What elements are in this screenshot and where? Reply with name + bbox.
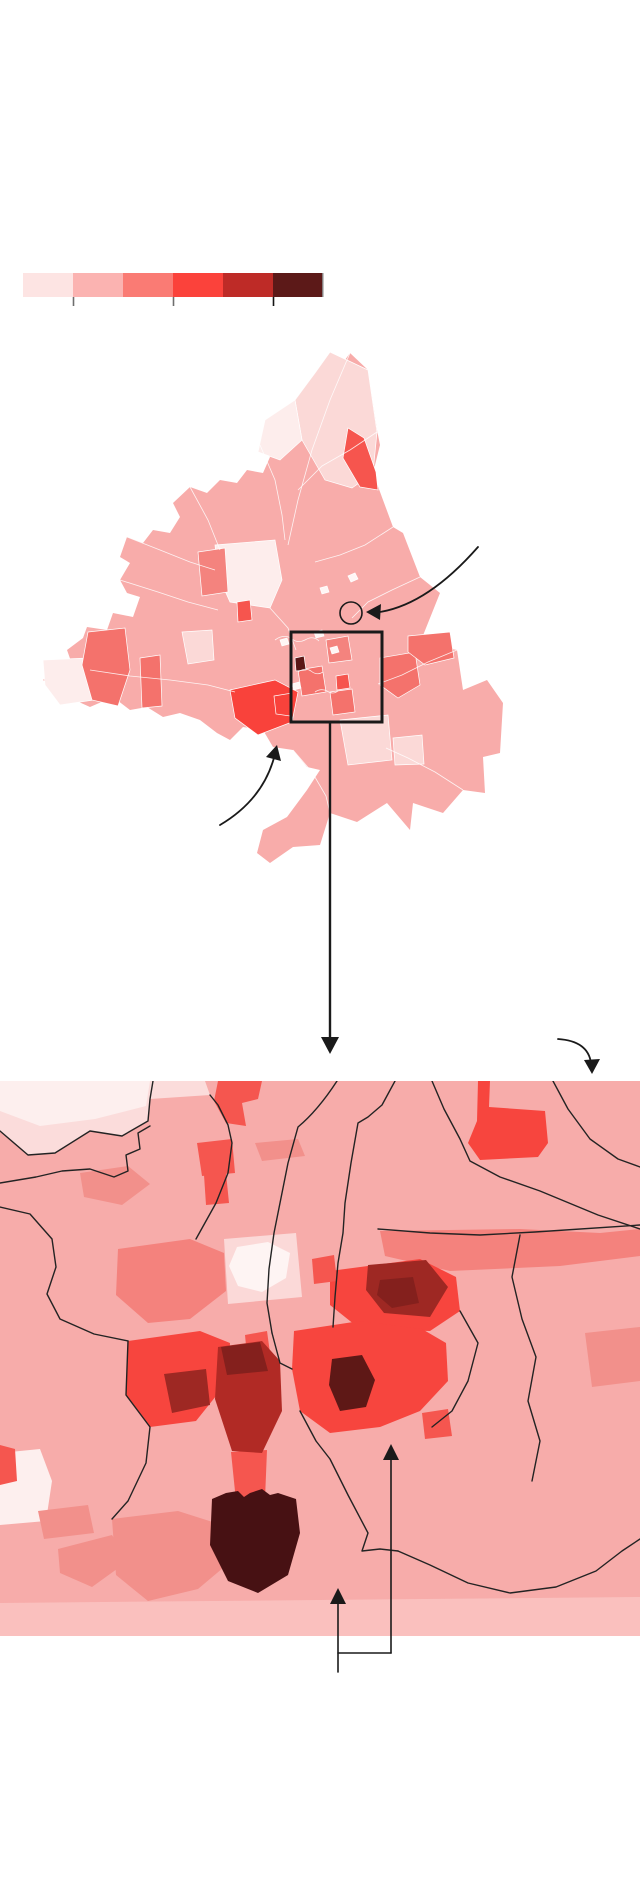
map-patch xyxy=(80,1166,150,1205)
district-boundary xyxy=(0,1206,129,1342)
map-patch xyxy=(380,1229,640,1271)
district-boundary xyxy=(431,1310,479,1428)
map-patch xyxy=(0,1081,150,1126)
map-patch xyxy=(329,1355,375,1411)
detail-darkest-region xyxy=(210,1489,300,1593)
map-patch xyxy=(221,1342,268,1375)
map-patch xyxy=(347,572,359,583)
map-patch xyxy=(139,654,163,709)
map-patch xyxy=(407,631,455,666)
detail-deep-regions xyxy=(116,1229,640,1323)
legend-swatch xyxy=(223,273,273,297)
border-line xyxy=(385,747,464,791)
map-patch xyxy=(392,734,425,766)
map-patch xyxy=(42,657,95,706)
district-boundary xyxy=(266,1081,338,1334)
border-line xyxy=(89,669,236,693)
border-line xyxy=(189,486,221,551)
border-line xyxy=(292,749,331,814)
map-patch xyxy=(38,1505,94,1539)
district-boundary xyxy=(0,1125,151,1184)
detail-wine-regions xyxy=(221,1277,419,1375)
district-boundary xyxy=(0,1081,154,1156)
map-patch xyxy=(231,1450,267,1501)
arrowhead-down-small-icon xyxy=(584,1059,600,1074)
map-patch xyxy=(197,547,229,597)
map-patch xyxy=(112,1511,236,1601)
detail-hot-regions xyxy=(0,1081,452,1501)
map-patch xyxy=(257,399,303,461)
detail-mid-regions xyxy=(38,1139,640,1601)
legend-swatch xyxy=(173,273,223,297)
map-patch xyxy=(116,1239,226,1323)
map-patch xyxy=(236,599,253,623)
map-patch xyxy=(294,655,307,672)
color-scale-legend xyxy=(23,273,324,306)
map-patch xyxy=(342,427,379,491)
detail-maroon-regions xyxy=(329,1355,375,1411)
overview-dark-spot xyxy=(294,655,307,672)
border-line xyxy=(287,352,351,546)
district-boundary xyxy=(431,1081,640,1230)
map-patch xyxy=(197,1139,235,1176)
map-patch xyxy=(325,635,353,664)
overview-red-regions xyxy=(229,679,299,736)
detail-map xyxy=(0,1081,640,1636)
map-patch xyxy=(335,673,351,691)
detail-white-region xyxy=(229,1242,290,1292)
district-boundary xyxy=(332,1081,396,1328)
district-boundary xyxy=(299,1410,399,1552)
map-patch xyxy=(164,1369,210,1413)
legend-swatches xyxy=(23,273,323,297)
overview-faint-regions xyxy=(42,399,303,706)
map-patch xyxy=(58,1535,128,1587)
map-patch xyxy=(273,692,293,717)
district-boundary xyxy=(271,1332,293,1370)
district-boundary xyxy=(511,1234,541,1482)
map-patch xyxy=(377,1277,419,1308)
legend-swatch xyxy=(273,273,323,297)
border-line xyxy=(119,579,219,611)
map-patch xyxy=(0,1597,640,1636)
border-line xyxy=(377,649,458,685)
border-line xyxy=(297,431,378,491)
arrowhead-down-icon xyxy=(321,1037,339,1054)
map-patch xyxy=(468,1081,548,1160)
map-patch xyxy=(181,629,215,665)
legend-swatch xyxy=(73,273,123,297)
detail-patches xyxy=(0,1081,640,1636)
detail-strip-region xyxy=(0,1597,640,1636)
legend-swatch xyxy=(23,273,73,297)
legend-swatch xyxy=(123,273,173,297)
map-patch xyxy=(312,1255,337,1284)
map-patch xyxy=(81,627,131,707)
map-patch xyxy=(204,1173,229,1205)
map-patch xyxy=(585,1327,640,1387)
district-boundaries xyxy=(0,1081,640,1594)
overview-map xyxy=(42,351,503,863)
map-patch xyxy=(279,637,290,647)
district-boundary xyxy=(552,1081,640,1168)
district-boundary xyxy=(377,1224,640,1236)
map-patch xyxy=(422,1409,452,1439)
map-patch xyxy=(214,1081,262,1126)
map-patch xyxy=(229,1242,290,1292)
curved-arrow-into-inset xyxy=(557,1038,592,1064)
map-patch xyxy=(319,585,330,595)
district-boundary xyxy=(397,1538,640,1594)
map-patch xyxy=(0,1445,17,1485)
legend-ticks xyxy=(72,273,324,306)
border-line xyxy=(259,444,286,541)
border-line xyxy=(314,526,394,563)
district-boundary xyxy=(195,1094,233,1240)
border-line xyxy=(126,536,216,571)
map-patch xyxy=(210,1489,300,1593)
map-patch xyxy=(339,714,393,766)
district-boundary xyxy=(111,1340,151,1520)
